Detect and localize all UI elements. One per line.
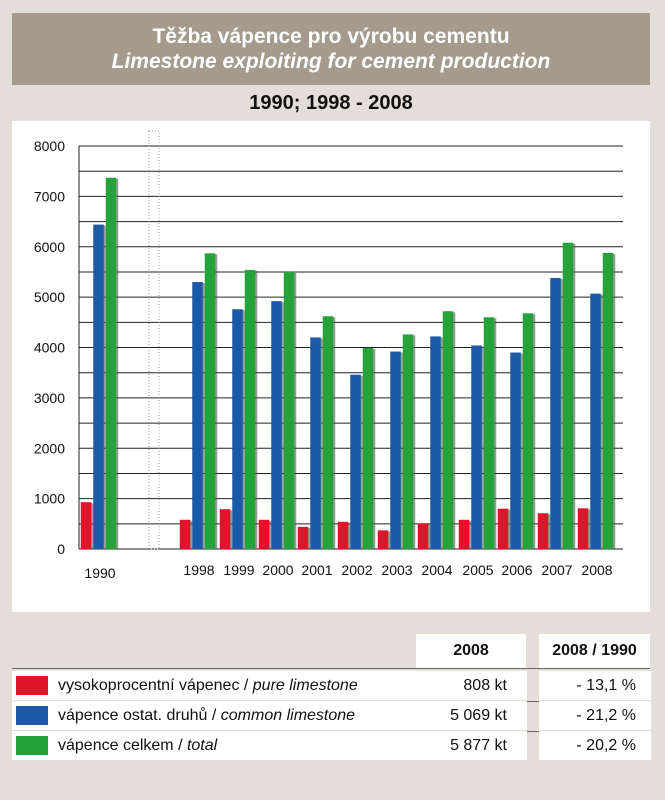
row-ratio-common: - 21,2 % bbox=[576, 707, 636, 724]
table-row-common: vápence ostat. druhů / common limestone … bbox=[12, 701, 651, 730]
bar-0 bbox=[337, 521, 349, 549]
bar-2 bbox=[562, 242, 574, 549]
row-value-total: 5 877 kt bbox=[450, 737, 507, 754]
bar-0 bbox=[179, 519, 191, 549]
period-subtitle: 1990; 1998 - 2008 bbox=[12, 85, 650, 121]
row-label-pure: vysokoprocentní vápenec / pure limestone bbox=[58, 677, 358, 694]
bar-0 bbox=[497, 508, 509, 549]
bar-2 bbox=[442, 311, 454, 549]
bar-2 bbox=[522, 313, 534, 549]
summary-table: 2008 2008 / 1990 vysokoprocentní vápenec… bbox=[0, 634, 665, 800]
row-ratio-total: - 20,2 % bbox=[576, 737, 636, 754]
bar-2 bbox=[204, 253, 216, 549]
bar-1 bbox=[192, 282, 203, 549]
y-tick-label: 4000 bbox=[34, 340, 65, 356]
legend-swatch-common bbox=[16, 706, 48, 725]
bar-1 bbox=[390, 351, 401, 549]
legend-swatch-pure bbox=[16, 676, 48, 695]
y-tick-label: 0 bbox=[57, 541, 65, 557]
row-value-pure: 808 kt bbox=[463, 677, 507, 694]
bar-2 bbox=[244, 269, 256, 549]
x-tick-label: 2008 bbox=[581, 562, 612, 578]
x-tick-label: 2001 bbox=[301, 562, 332, 578]
chart-header: Těžba vápence pro výrobu cementu Limesto… bbox=[12, 13, 650, 85]
bar-0 bbox=[219, 509, 231, 549]
bar-0 bbox=[80, 502, 92, 549]
bar-1 bbox=[510, 352, 521, 549]
bar-1 bbox=[550, 277, 561, 549]
bar-0 bbox=[258, 519, 270, 549]
row-value-common: 5 069 kt bbox=[450, 707, 507, 724]
legend-swatch-total bbox=[16, 736, 48, 755]
bar-0 bbox=[537, 513, 549, 549]
bar-0 bbox=[577, 508, 589, 549]
title-czech: Těžba vápence pro výrobu cementu bbox=[152, 25, 510, 48]
bar-1 bbox=[310, 337, 321, 549]
bar-2 bbox=[402, 334, 414, 549]
x-tick-label: 2005 bbox=[462, 562, 493, 578]
y-tick-label: 2000 bbox=[34, 440, 65, 456]
bar-2 bbox=[362, 348, 374, 549]
column-header-ratio: 2008 / 1990 bbox=[539, 634, 650, 668]
column-header-2008: 2008 bbox=[416, 634, 526, 668]
title-english: Limestone exploiting for cement producti… bbox=[111, 50, 551, 73]
bar-1 bbox=[590, 293, 601, 549]
bar-0 bbox=[458, 519, 470, 549]
bar-2 bbox=[483, 317, 495, 549]
bar-1 bbox=[430, 336, 441, 549]
chart-area: 0 1000 2000 3000 4000 5000 6000 7000 8000 1990 199… bbox=[12, 121, 650, 612]
row-ratio-pure: - 13,1 % bbox=[576, 677, 636, 694]
axis-break bbox=[148, 130, 160, 550]
bar-1 bbox=[232, 309, 243, 549]
x-tick-label: 2004 bbox=[421, 562, 452, 578]
x-tick-label: 1990 bbox=[84, 565, 115, 581]
row-label-total: vápence celkem / total bbox=[58, 737, 218, 754]
bar-1 bbox=[271, 301, 282, 549]
y-tick-label: 6000 bbox=[34, 239, 65, 255]
y-tick-label: 8000 bbox=[34, 138, 65, 154]
table-row-pure: vysokoprocentní vápenec / pure limestone… bbox=[12, 671, 651, 700]
bar-0 bbox=[417, 523, 429, 549]
x-tick-label: 1999 bbox=[223, 562, 254, 578]
bar-0 bbox=[377, 530, 389, 549]
bar-1 bbox=[471, 345, 482, 549]
x-tick-label: 2006 bbox=[501, 562, 532, 578]
x-tick-label: 1998 bbox=[183, 562, 214, 578]
bar-1 bbox=[350, 374, 361, 549]
row-label-common: vápence ostat. druhů / common limestone bbox=[58, 707, 356, 724]
y-tick-label: 3000 bbox=[34, 390, 65, 406]
bar-2 bbox=[602, 252, 614, 550]
y-tick-label: 1000 bbox=[34, 491, 65, 507]
bar-2 bbox=[283, 271, 295, 549]
x-tick-label: 2007 bbox=[541, 562, 572, 578]
bar-1 bbox=[93, 224, 104, 549]
x-tick-label: 2002 bbox=[341, 562, 372, 578]
bar-0 bbox=[297, 526, 309, 549]
y-tick-label: 7000 bbox=[34, 188, 65, 204]
table-divider bbox=[12, 668, 650, 669]
y-tick-label: 5000 bbox=[34, 289, 65, 305]
x-tick-label: 2000 bbox=[262, 562, 293, 578]
x-tick-label: 2003 bbox=[381, 562, 412, 578]
bar-chart: 0 1000 2000 3000 4000 5000 6000 7000 8000 1990 199… bbox=[34, 130, 623, 581]
table-row-total: vápence celkem / total 5 877 kt - 20,2 % bbox=[12, 731, 651, 760]
bar-2 bbox=[322, 316, 334, 549]
bar-2 bbox=[105, 177, 117, 549]
